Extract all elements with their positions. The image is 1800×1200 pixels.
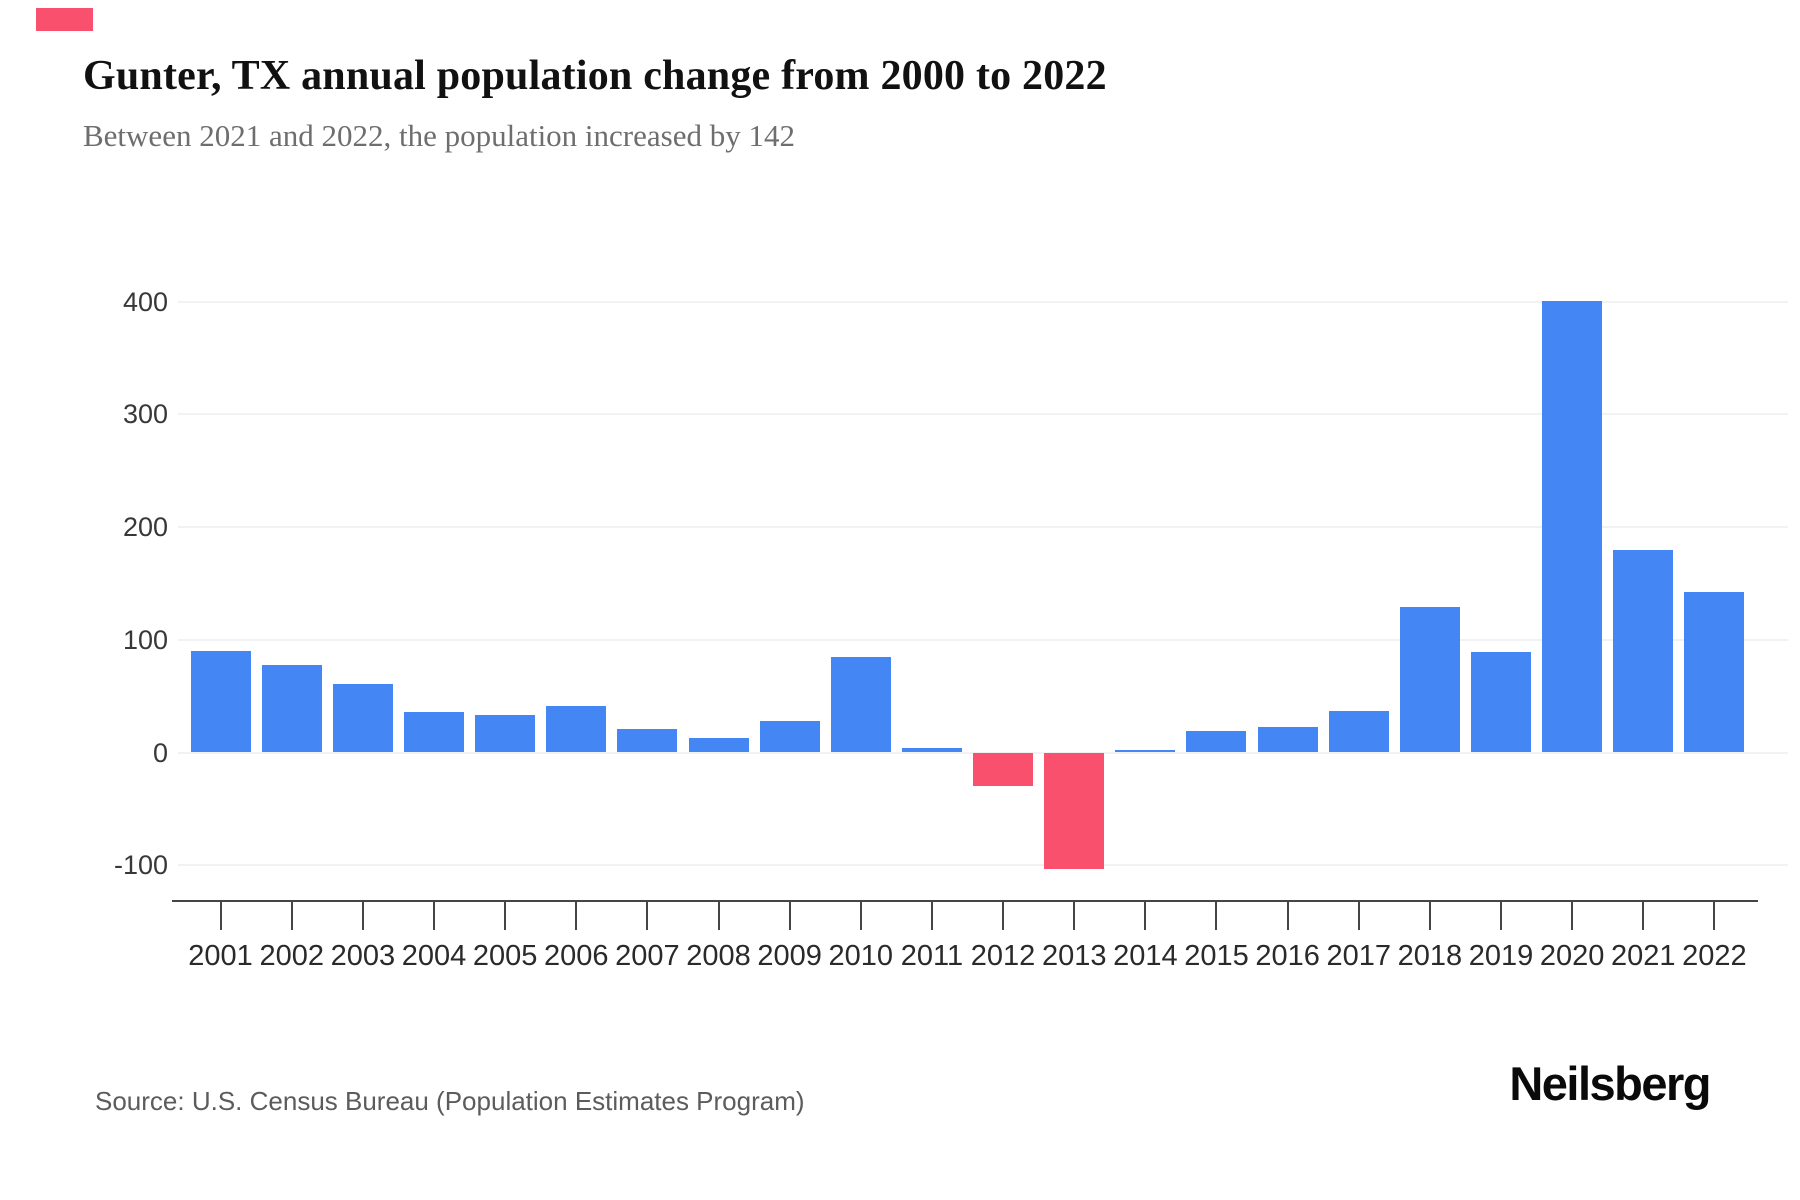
x-axis-tick-2021 (1642, 902, 1645, 930)
x-axis-label-2020: 2020 (1539, 940, 1605, 972)
chart-title: Gunter, TX annual population change from… (83, 53, 1107, 99)
source-attribution: Source: U.S. Census Bureau (Population E… (95, 1086, 805, 1116)
y-axis-label--100: -100 (113, 850, 168, 881)
bar-2014[interactable] (1115, 750, 1176, 753)
x-axis-tick-2018 (1428, 902, 1431, 930)
x-axis-tick-2005 (504, 902, 507, 930)
x-axis-tick-2009 (788, 902, 791, 930)
neilsberg-logo: Neilsberg (1509, 1057, 1711, 1110)
y-axis-label-100: 100 (122, 624, 168, 655)
x-axis-label-2013: 2013 (1041, 940, 1107, 972)
x-axis-tick-2007 (646, 902, 649, 930)
bar-2022[interactable] (1684, 592, 1745, 753)
gridline-200 (178, 526, 1788, 529)
x-axis-label-2019: 2019 (1468, 940, 1534, 972)
bar-2011[interactable] (901, 747, 962, 753)
x-axis-label-2017: 2017 (1326, 940, 1391, 972)
x-axis-tick-2013 (1073, 902, 1076, 930)
x-axis-label-2002: 2002 (259, 940, 324, 972)
x-axis-tick-2006 (575, 902, 578, 930)
gridline-300 (178, 413, 1788, 416)
gridline--100 (178, 864, 1788, 867)
bar-2007[interactable] (617, 728, 678, 753)
x-axis-label-2004: 2004 (401, 940, 467, 972)
x-axis-label-2009: 2009 (757, 940, 822, 972)
x-axis-tick-2017 (1357, 902, 1360, 930)
x-axis-tick-2004 (432, 902, 435, 930)
x-axis-tick-2002 (290, 902, 293, 930)
bar-2001[interactable] (190, 651, 251, 753)
bar-2019[interactable] (1471, 652, 1532, 753)
bar-2012[interactable] (973, 752, 1034, 787)
y-axis-label-0: 0 (152, 737, 168, 768)
red-accent-mark (36, 8, 93, 31)
x-axis-label-2022: 2022 (1682, 940, 1747, 972)
bar-2005[interactable] (475, 715, 536, 753)
bar-2020[interactable] (1542, 300, 1603, 753)
bar-2018[interactable] (1399, 607, 1460, 753)
x-axis-label-2014: 2014 (1113, 940, 1178, 972)
x-axis-label-2010: 2010 (828, 940, 894, 972)
bar-2006[interactable] (546, 706, 607, 753)
x-axis-tick-2022 (1713, 902, 1716, 930)
y-axis-label-400: 400 (122, 286, 168, 317)
x-axis-tick-2014 (1144, 902, 1147, 930)
x-axis-label-2016: 2016 (1255, 940, 1320, 972)
y-axis-label-200: 200 (122, 512, 168, 543)
x-axis-line (172, 900, 1758, 902)
gridline-100 (178, 638, 1788, 641)
x-axis-tick-2011 (930, 902, 933, 930)
x-axis-tick-2016 (1286, 902, 1289, 930)
bar-2003[interactable] (332, 683, 393, 753)
bar-2004[interactable] (403, 711, 464, 753)
x-axis-label-2001: 2001 (188, 940, 253, 972)
bar-2009[interactable] (759, 720, 820, 753)
x-axis-tick-2010 (859, 902, 862, 930)
bar-2008[interactable] (688, 737, 749, 753)
y-axis-label-300: 300 (122, 399, 168, 430)
gridline-400 (178, 300, 1788, 303)
bar-2002[interactable] (261, 664, 322, 753)
x-axis-tick-2020 (1571, 902, 1574, 930)
x-axis-tick-2015 (1215, 902, 1218, 930)
bar-2010[interactable] (830, 656, 891, 753)
x-axis-label-2008: 2008 (686, 940, 751, 972)
bar-2013[interactable] (1044, 752, 1105, 869)
bar-2021[interactable] (1613, 549, 1674, 753)
x-axis-label-2012: 2012 (970, 940, 1036, 972)
x-axis-label-2007: 2007 (615, 940, 680, 972)
x-axis-label-2006: 2006 (543, 940, 609, 972)
x-axis-label-2021: 2021 (1611, 940, 1676, 972)
x-axis-tick-2012 (1002, 902, 1005, 930)
x-axis-label-2018: 2018 (1397, 940, 1463, 972)
x-axis-tick-2008 (717, 902, 720, 930)
x-axis-label-2015: 2015 (1184, 940, 1249, 972)
x-axis-label-2003: 2003 (330, 940, 396, 972)
bar-2015[interactable] (1186, 731, 1247, 753)
bar-2016[interactable] (1257, 726, 1318, 753)
x-axis-tick-2003 (361, 902, 364, 930)
x-axis-label-2005: 2005 (472, 940, 538, 972)
x-axis-tick-2019 (1500, 902, 1503, 930)
chart-subtitle: Between 2021 and 2022, the population in… (83, 118, 795, 153)
x-axis-tick-2001 (219, 902, 222, 930)
bar-2017[interactable] (1328, 710, 1389, 753)
x-axis-label-2011: 2011 (900, 940, 964, 972)
